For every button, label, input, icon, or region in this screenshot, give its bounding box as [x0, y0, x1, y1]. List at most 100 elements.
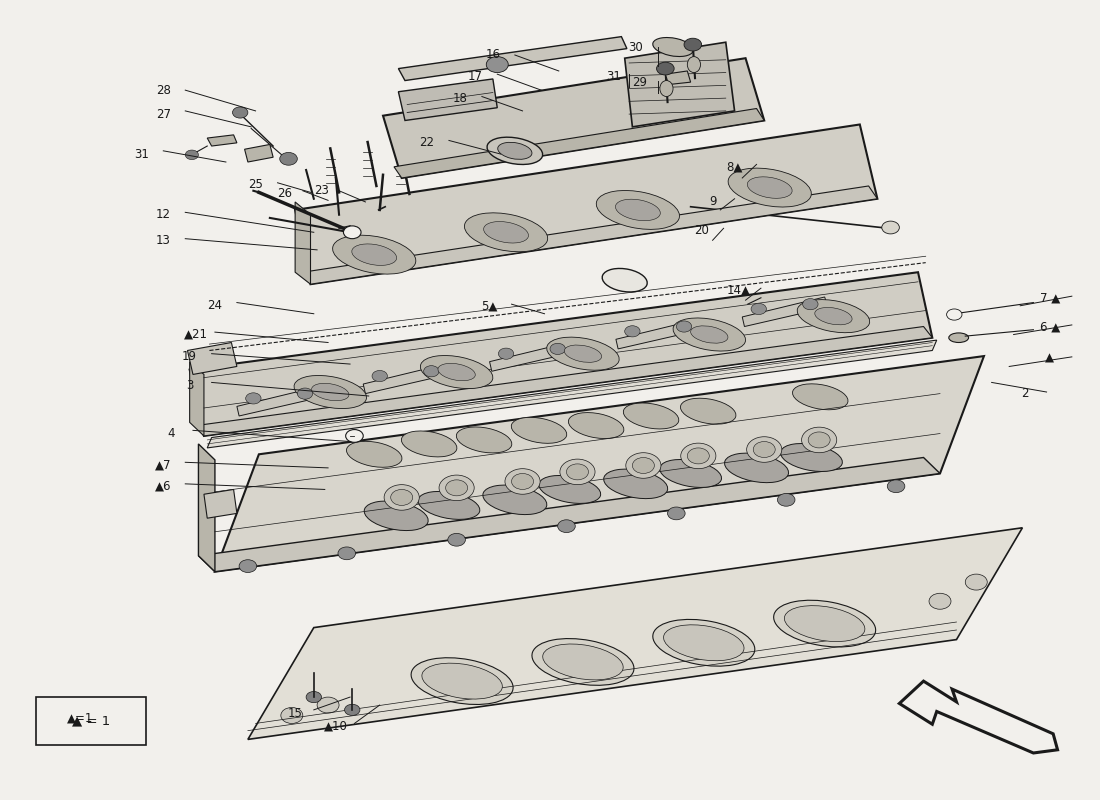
Ellipse shape [624, 403, 679, 429]
Circle shape [390, 490, 412, 506]
Ellipse shape [512, 418, 566, 443]
Circle shape [498, 348, 514, 359]
Text: 25: 25 [249, 178, 263, 191]
Text: 2: 2 [1021, 387, 1028, 400]
Text: 13: 13 [156, 234, 170, 246]
Circle shape [448, 534, 465, 546]
Circle shape [185, 150, 198, 160]
Polygon shape [394, 109, 764, 178]
Text: 27: 27 [156, 107, 170, 121]
Circle shape [338, 547, 355, 560]
Circle shape [317, 697, 339, 713]
Text: ▲: ▲ [1045, 352, 1055, 365]
Circle shape [512, 474, 534, 490]
Text: 22: 22 [419, 136, 435, 150]
Ellipse shape [725, 453, 789, 482]
Text: 9: 9 [708, 195, 716, 209]
Ellipse shape [364, 501, 428, 530]
Ellipse shape [815, 307, 852, 325]
Text: ▲7: ▲7 [155, 459, 172, 472]
Polygon shape [363, 364, 449, 394]
Circle shape [384, 485, 419, 510]
Polygon shape [295, 125, 878, 284]
Ellipse shape [346, 442, 402, 467]
Polygon shape [236, 386, 322, 416]
Circle shape [239, 560, 256, 573]
Ellipse shape [660, 459, 722, 487]
Circle shape [684, 38, 702, 51]
Ellipse shape [681, 398, 736, 424]
Circle shape [947, 309, 962, 320]
Circle shape [802, 427, 837, 453]
Circle shape [688, 448, 710, 464]
Polygon shape [616, 319, 702, 349]
Circle shape [345, 430, 363, 442]
Ellipse shape [420, 355, 493, 389]
Circle shape [306, 691, 321, 702]
Ellipse shape [564, 345, 602, 362]
Polygon shape [189, 362, 204, 436]
Text: 31: 31 [606, 70, 621, 83]
Ellipse shape [311, 383, 349, 401]
Text: 5▲: 5▲ [482, 299, 498, 312]
Polygon shape [398, 79, 497, 121]
Text: ▲=1: ▲=1 [67, 711, 94, 724]
Circle shape [280, 707, 302, 723]
Polygon shape [207, 135, 236, 146]
Ellipse shape [784, 606, 865, 642]
Ellipse shape [660, 81, 673, 97]
Ellipse shape [652, 619, 755, 666]
Ellipse shape [604, 469, 668, 498]
Ellipse shape [532, 638, 634, 686]
Ellipse shape [616, 199, 660, 221]
Ellipse shape [352, 244, 397, 266]
Circle shape [681, 443, 716, 469]
Text: 23: 23 [315, 184, 329, 198]
Ellipse shape [773, 600, 876, 647]
Ellipse shape [798, 300, 870, 333]
Ellipse shape [728, 168, 812, 207]
Ellipse shape [332, 235, 416, 274]
Ellipse shape [781, 443, 843, 471]
Ellipse shape [438, 363, 475, 381]
Text: 18: 18 [452, 92, 468, 105]
Ellipse shape [747, 177, 792, 198]
Polygon shape [248, 528, 1022, 739]
Circle shape [625, 326, 640, 337]
Circle shape [344, 704, 360, 715]
Ellipse shape [663, 625, 744, 661]
Polygon shape [295, 202, 310, 284]
Circle shape [439, 475, 474, 501]
Ellipse shape [294, 375, 366, 409]
Polygon shape [189, 272, 933, 436]
Ellipse shape [792, 384, 848, 410]
Text: 26: 26 [276, 187, 292, 201]
Circle shape [424, 366, 439, 377]
Polygon shape [207, 340, 937, 448]
Ellipse shape [542, 644, 624, 680]
Polygon shape [398, 37, 627, 81]
Ellipse shape [422, 663, 503, 699]
Text: 12: 12 [156, 208, 170, 222]
Text: 17: 17 [468, 70, 483, 83]
Circle shape [747, 437, 782, 462]
Circle shape [778, 494, 795, 506]
Ellipse shape [949, 333, 969, 342]
Circle shape [372, 370, 387, 382]
Text: 20: 20 [694, 224, 710, 237]
Circle shape [297, 388, 312, 399]
Circle shape [657, 62, 674, 75]
Ellipse shape [569, 413, 624, 438]
Circle shape [751, 303, 767, 314]
Text: 3: 3 [186, 379, 194, 392]
Ellipse shape [547, 337, 619, 370]
Text: 15: 15 [288, 706, 302, 719]
Ellipse shape [418, 491, 480, 519]
Circle shape [803, 298, 818, 310]
Text: 14▲: 14▲ [727, 283, 751, 296]
Circle shape [343, 226, 361, 238]
Ellipse shape [411, 658, 513, 705]
Ellipse shape [402, 431, 456, 457]
Polygon shape [383, 58, 764, 178]
Circle shape [486, 57, 508, 73]
